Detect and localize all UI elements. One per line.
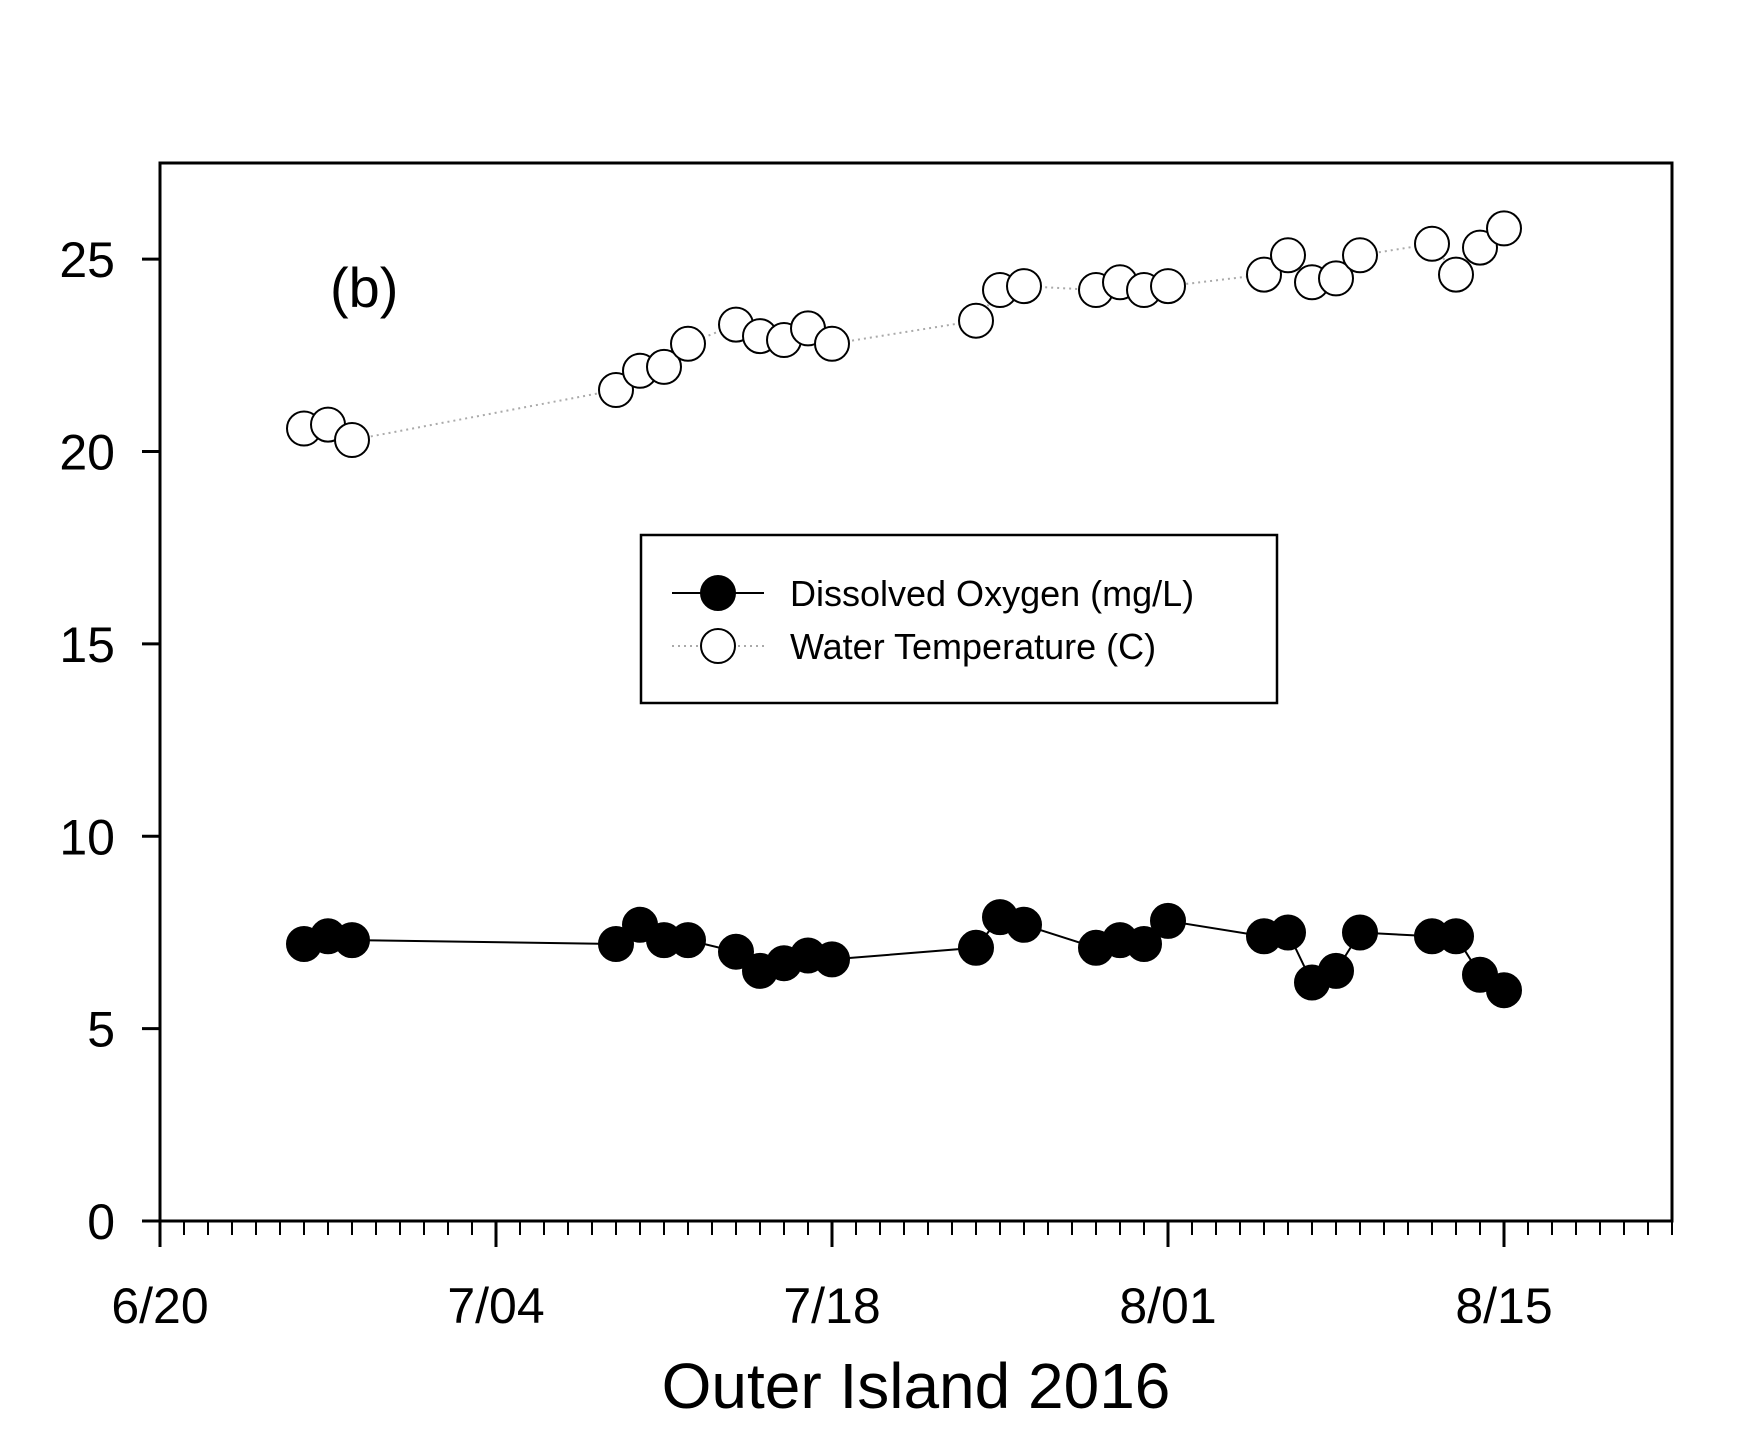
dissolved-oxygen-point: [814, 941, 850, 978]
x-tick-label: 7/04: [447, 1278, 544, 1334]
water-temperature-point: [1462, 229, 1498, 266]
dissolved-oxygen-point: [670, 922, 706, 959]
water-temperature-point: [1318, 260, 1354, 297]
y-axis-ticks: 0 5 10 15 20 25: [59, 232, 160, 1250]
dissolved-oxygen-point: [958, 929, 994, 966]
dissolved-oxygen-point: [1270, 914, 1306, 951]
x-axis-ticks: 6/20 7/04 7/18 8/01 8/15: [111, 1221, 1673, 1334]
water-temperature-point: [814, 325, 850, 362]
x-tick-label: 8/15: [1455, 1278, 1552, 1334]
panel-label: (b): [330, 256, 398, 319]
plot-frame: [158, 161, 1674, 1223]
x-axis-title: Outer Island 2016: [662, 1350, 1171, 1422]
dissolved-oxygen-point: [1438, 918, 1474, 955]
dissolved-oxygen-point: [1342, 914, 1378, 951]
water-temperature-point: [958, 302, 994, 339]
x-tick-label: 7/18: [783, 1278, 880, 1334]
dissolved-oxygen-point: [598, 926, 634, 962]
dissolved-oxygen-point: [334, 922, 370, 959]
legend-label-dissolved-oxygen: Dissolved Oxygen (mg/L): [790, 573, 1194, 614]
water-temperature-point: [1270, 237, 1306, 274]
dissolved-oxygen-point: [1318, 952, 1354, 989]
dissolved-oxygen-point: [1150, 902, 1186, 939]
water-temperature-point: [1414, 225, 1450, 262]
water-temperature-point: [334, 422, 370, 458]
series-points: [286, 210, 1522, 1009]
legend-marker-dissolved-oxygen: [700, 575, 736, 611]
water-temperature-point: [646, 348, 682, 385]
y-tick-label: 25: [59, 232, 115, 288]
dissolved-oxygen-point: [1006, 906, 1042, 943]
y-tick-label: 0: [87, 1194, 115, 1250]
water-temperature-point: [1006, 268, 1042, 305]
legend: Dissolved Oxygen (mg/L) Water Temperatur…: [639, 533, 1279, 705]
water-temperature-point: [598, 372, 634, 408]
x-tick-label: 8/01: [1119, 1278, 1216, 1334]
dissolved-oxygen-point: [1126, 926, 1162, 962]
water-temperature-point: [670, 325, 706, 362]
legend-label-water-temperature: Water Temperature (C): [790, 626, 1156, 667]
x-tick-label: 6/20: [111, 1278, 208, 1334]
water-temperature-point: [1246, 256, 1282, 293]
water-temperature-point: [1342, 237, 1378, 274]
legend-marker-water-temperature: [700, 628, 736, 664]
water-temperature-point: [1486, 210, 1522, 247]
y-tick-label: 10: [59, 809, 115, 865]
y-tick-label: 15: [59, 617, 115, 673]
y-tick-label: 20: [59, 425, 115, 481]
water-temperature-point: [1150, 268, 1186, 305]
water-temperature-point: [1438, 256, 1474, 293]
water-temperature-line: [303, 227, 1505, 442]
dissolved-oxygen-point: [1486, 972, 1522, 1009]
dissolved-oxygen-point: [718, 933, 754, 970]
legend-box: [639, 533, 1279, 705]
y-tick-label: 5: [87, 1002, 115, 1058]
